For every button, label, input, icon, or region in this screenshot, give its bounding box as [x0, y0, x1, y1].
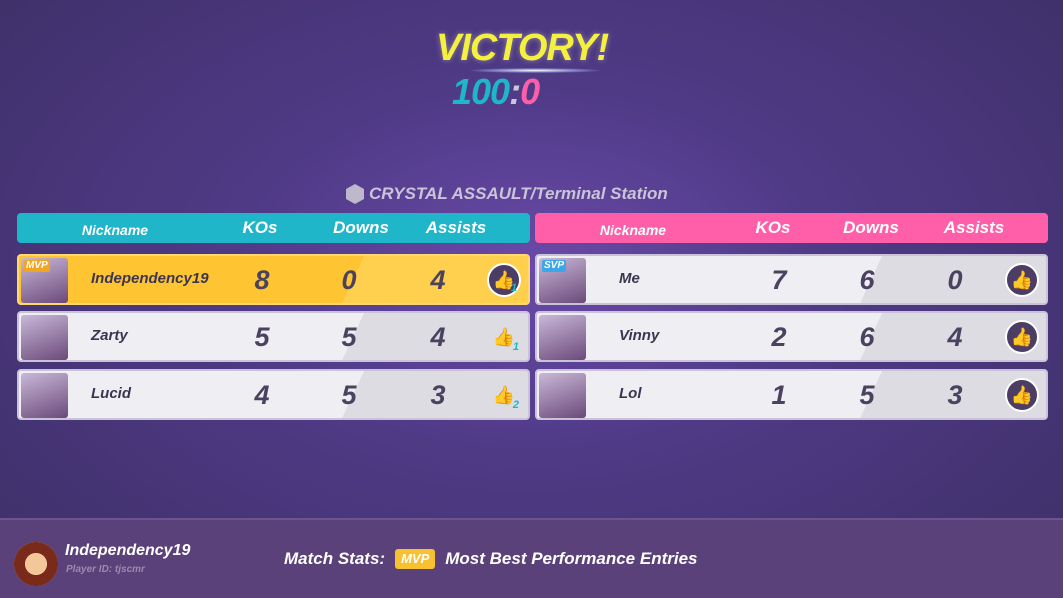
- like-button[interactable]: 👍: [1005, 378, 1039, 412]
- assists-value: 4: [430, 265, 446, 295]
- score-separator: :: [509, 71, 521, 112]
- hero-avatar: [21, 315, 68, 360]
- player-nickname: Lol: [619, 385, 642, 402]
- player-nickname: Lucid: [91, 385, 131, 402]
- map-label: CRYSTAL ASSAULT/Terminal Station: [346, 184, 668, 204]
- match-stats-text: Most Best Performance Entries: [445, 549, 698, 568]
- thumbs-up-icon: 👍: [1010, 269, 1034, 290]
- player-row[interactable]: Zarty 5 5 4 👍 1: [17, 311, 530, 362]
- like-button[interactable]: 👍 1: [487, 320, 521, 354]
- assists-value: 3: [430, 380, 446, 410]
- player-nickname: Independency19: [91, 270, 209, 287]
- blue-team-table: Nickname KOs Downs Assists MVP Independe…: [17, 213, 530, 420]
- player-avatar[interactable]: [14, 542, 58, 586]
- thumbs-up-icon: 👍: [492, 269, 516, 290]
- match-score: 100:0: [452, 71, 540, 112]
- like-count: 1: [512, 341, 519, 353]
- rank-badge: MVP: [24, 260, 50, 272]
- assists-value: 4: [430, 322, 446, 352]
- hero-avatar: MVP: [21, 258, 68, 303]
- map-name: CRYSTAL ASSAULT/Terminal Station: [369, 184, 668, 203]
- crystal-cube-icon: [346, 184, 364, 204]
- glow-effect: [470, 68, 600, 73]
- hero-avatar: [21, 373, 68, 418]
- assists-value: 4: [947, 322, 963, 352]
- thumbs-up-icon: 👍: [1010, 326, 1034, 347]
- hero-avatar: [539, 315, 586, 360]
- mvp-badge: MVP: [395, 549, 436, 569]
- assists-value: 3: [947, 380, 963, 410]
- red-score: 0: [520, 71, 540, 112]
- match-stats: Match Stats: MVP Most Best Performance E…: [284, 548, 698, 570]
- player-name: Independency19: [65, 542, 191, 559]
- kos-value: 2: [771, 322, 787, 352]
- victory-title: VICTORY!: [436, 27, 609, 69]
- player-row[interactable]: Lucid 4 5 3 👍 2: [17, 369, 530, 420]
- kos-value: 8: [254, 265, 270, 295]
- thumbs-up-icon: 👍: [492, 384, 516, 405]
- col-kos: KOs: [242, 218, 278, 237]
- downs-value: 6: [859, 322, 875, 352]
- kos-value: 4: [254, 380, 270, 410]
- like-count: 2: [512, 399, 519, 411]
- col-assists: Assists: [943, 218, 1005, 237]
- col-downs: Downs: [843, 218, 899, 237]
- kos-value: 1: [771, 380, 787, 410]
- hero-avatar: SVP: [539, 258, 586, 303]
- red-team-header: Nickname KOs Downs Assists: [535, 213, 1048, 243]
- col-nickname: Nickname: [599, 222, 667, 238]
- downs-value: 6: [859, 265, 875, 295]
- thumbs-up-icon: 👍: [1010, 384, 1034, 405]
- player-id: Player ID: tjscmr: [66, 564, 145, 575]
- hero-avatar: [539, 373, 586, 418]
- downs-value: 5: [341, 380, 357, 410]
- bottom-bar: Independency19 Player ID: tjscmr Match S…: [0, 518, 1063, 598]
- downs-value: 0: [341, 265, 357, 295]
- player-nickname: Me: [619, 270, 640, 287]
- like-button[interactable]: 👍 2: [487, 378, 521, 412]
- like-button[interactable]: 👍 1: [487, 263, 521, 297]
- player-nickname: Vinny: [619, 327, 660, 344]
- match-stats-label: Match Stats:: [284, 549, 386, 568]
- thumbs-up-icon: 👍: [492, 326, 516, 347]
- kos-value: 7: [771, 265, 787, 295]
- red-team-table: Nickname KOs Downs Assists SVP Me 7 6 0 …: [535, 213, 1048, 420]
- player-row[interactable]: Lol 1 5 3 👍: [535, 369, 1048, 420]
- player-row[interactable]: SVP Me 7 6 0 👍: [535, 254, 1048, 305]
- like-button[interactable]: 👍: [1005, 263, 1039, 297]
- downs-value: 5: [341, 322, 357, 352]
- like-count: 1: [510, 282, 517, 294]
- player-row[interactable]: MVP Independency19 8 0 4 👍 1: [17, 254, 530, 305]
- like-button[interactable]: 👍: [1005, 320, 1039, 354]
- player-nickname: Zarty: [91, 327, 128, 344]
- col-kos: KOs: [755, 218, 791, 237]
- col-assists: Assists: [425, 218, 487, 237]
- col-downs: Downs: [333, 218, 389, 237]
- downs-value: 5: [859, 380, 875, 410]
- kos-value: 5: [254, 322, 270, 352]
- player-row[interactable]: Vinny 2 6 4 👍: [535, 311, 1048, 362]
- blue-score: 100: [452, 71, 510, 112]
- blue-team-header: Nickname KOs Downs Assists: [17, 213, 530, 243]
- col-nickname: Nickname: [81, 222, 149, 238]
- assists-value: 0: [947, 265, 963, 295]
- rank-badge: SVP: [542, 260, 567, 272]
